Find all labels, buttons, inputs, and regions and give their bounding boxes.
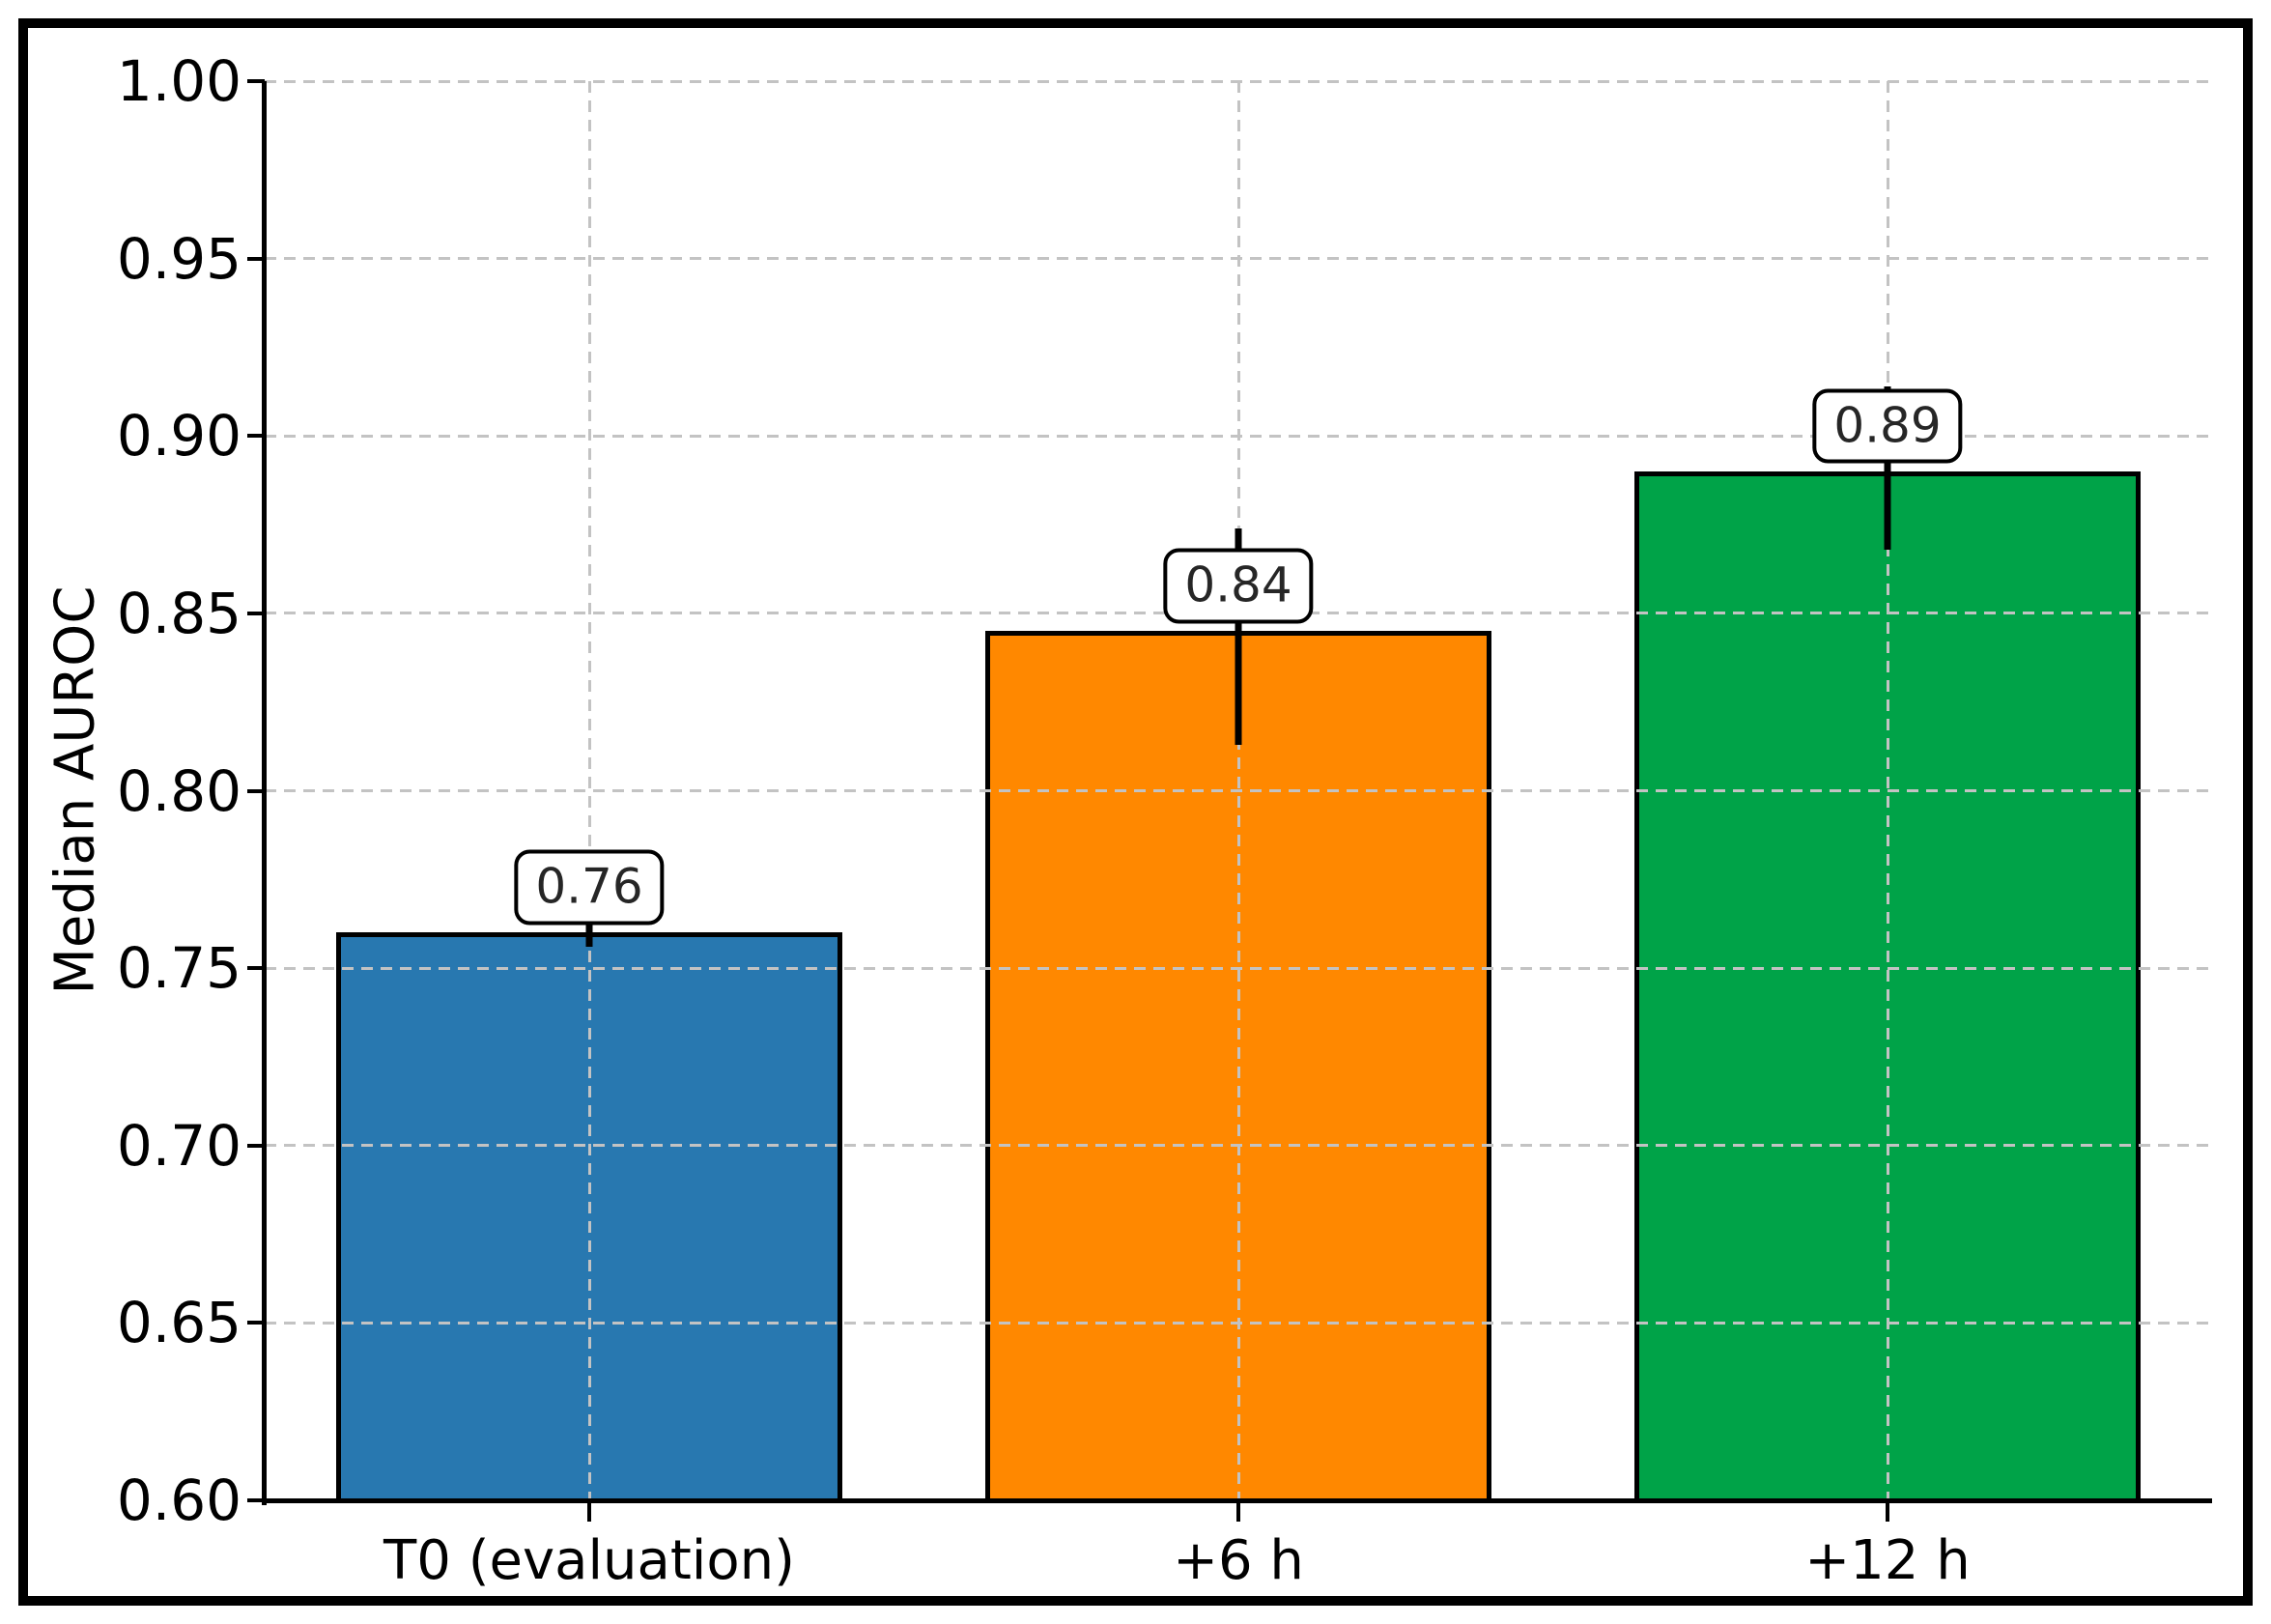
y-axis-spine <box>262 81 267 1505</box>
y-tick-label: 1.00 <box>116 48 241 114</box>
y-tick-mark <box>247 1321 265 1325</box>
error-bar <box>585 915 593 948</box>
v-gridline <box>587 81 591 1500</box>
y-tick-label: 0.85 <box>116 580 241 646</box>
x-tick-label: +12 h <box>1804 1529 1971 1592</box>
y-tick-mark <box>247 966 265 971</box>
y-tick-mark <box>247 788 265 793</box>
error-bar <box>1235 527 1242 745</box>
x-tick-label: +6 h <box>1173 1529 1304 1592</box>
y-tick-mark <box>247 256 265 261</box>
y-tick-label: 0.80 <box>116 757 241 824</box>
x-tick-mark <box>1886 1502 1889 1522</box>
y-tick-label: 0.60 <box>116 1467 241 1533</box>
bar-value-badge: 0.89 <box>1812 388 1963 464</box>
y-tick-label: 0.75 <box>116 935 241 1002</box>
y-tick-mark <box>247 434 265 439</box>
y-tick-mark <box>247 611 265 615</box>
y-tick-label: 0.70 <box>116 1112 241 1179</box>
y-tick-label: 0.65 <box>116 1290 241 1356</box>
bar-value-badge: 0.76 <box>514 849 665 926</box>
error-bar <box>1884 385 1891 550</box>
x-axis-spine <box>262 1498 2212 1503</box>
bar-value-badge: 0.84 <box>1163 548 1314 624</box>
y-tick-label: 0.90 <box>116 403 241 470</box>
v-gridline <box>1886 81 1889 1500</box>
y-tick-mark <box>247 79 265 83</box>
x-tick-label: T0 (evaluation) <box>383 1529 795 1592</box>
y-tick-mark <box>247 1498 265 1502</box>
x-tick-mark <box>587 1502 591 1522</box>
y-tick-mark <box>247 1143 265 1148</box>
x-tick-mark <box>1236 1502 1240 1522</box>
y-tick-label: 0.95 <box>116 225 241 292</box>
v-gridline <box>1236 81 1240 1500</box>
